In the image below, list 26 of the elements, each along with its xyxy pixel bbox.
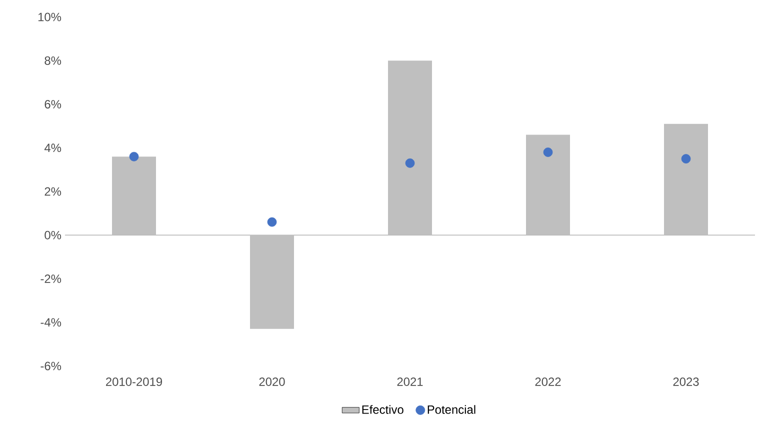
legend-label: Potencial: [428, 405, 476, 414]
bar: [112, 156, 156, 236]
point: [405, 158, 415, 168]
legend-label: Efectivo: [362, 405, 404, 414]
point: [129, 152, 139, 162]
bar: [526, 134, 570, 236]
point: [267, 217, 277, 227]
bar: [664, 124, 708, 236]
point: [681, 154, 691, 164]
y-tick-label: 4%: [44, 144, 62, 152]
bar: [388, 60, 432, 236]
y-tick-label: 6%: [44, 100, 62, 108]
y-tick-label: 2%: [44, 187, 62, 196]
x-tick-label: 2010-2019: [106, 378, 162, 386]
y-tick-label: -4%: [40, 318, 62, 327]
y-tick-label: 0%: [44, 230, 62, 240]
point: [543, 148, 553, 157]
x-tick-label: 2023: [673, 378, 699, 386]
y-tick-label: -2%: [40, 274, 62, 283]
x-tick-label: 2021: [397, 378, 423, 386]
x-tick-label: 2022: [535, 378, 561, 386]
y-tick-label: -6%: [40, 362, 62, 370]
y-tick-label: 8%: [44, 56, 62, 65]
y-tick-label: 10%: [38, 12, 62, 22]
bar: [250, 235, 294, 329]
x-tick-label: 2020: [259, 378, 285, 386]
